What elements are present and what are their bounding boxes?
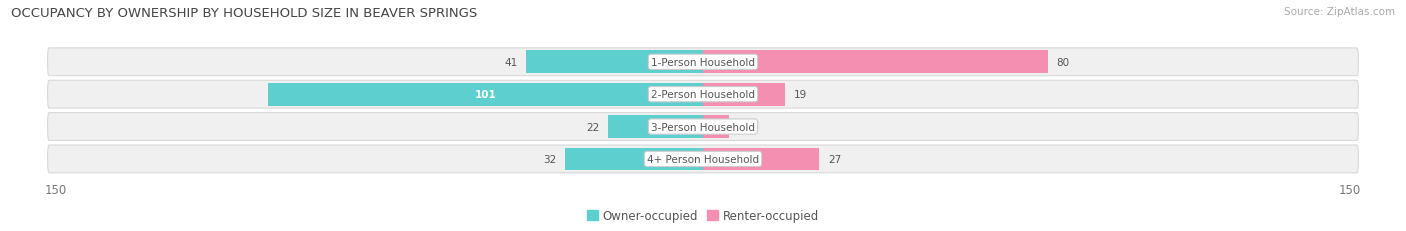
Text: 27: 27	[828, 154, 841, 164]
Text: 2-Person Household: 2-Person Household	[651, 90, 755, 100]
Bar	[703, 83, 785, 106]
Text: 1-Person Household: 1-Person Household	[651, 58, 755, 67]
Text: OCCUPANCY BY OWNERSHIP BY HOUSEHOLD SIZE IN BEAVER SPRINGS: OCCUPANCY BY OWNERSHIP BY HOUSEHOLD SIZE…	[11, 7, 478, 20]
Text: 19: 19	[793, 90, 807, 100]
Bar	[703, 51, 1047, 74]
Bar	[703, 116, 728, 138]
Bar	[526, 51, 703, 74]
Text: 32: 32	[543, 154, 557, 164]
Legend: Owner-occupied, Renter-occupied: Owner-occupied, Renter-occupied	[582, 205, 824, 227]
FancyBboxPatch shape	[48, 145, 1358, 173]
Text: 4+ Person Household: 4+ Person Household	[647, 154, 759, 164]
Text: 80: 80	[1056, 58, 1070, 67]
Bar	[565, 148, 703, 170]
Text: Source: ZipAtlas.com: Source: ZipAtlas.com	[1284, 7, 1395, 17]
Text: 41: 41	[505, 58, 517, 67]
Bar	[267, 83, 703, 106]
Text: 101: 101	[474, 90, 496, 100]
Text: 6: 6	[738, 122, 744, 132]
Text: 22: 22	[586, 122, 599, 132]
FancyBboxPatch shape	[48, 81, 1358, 109]
Bar	[703, 148, 820, 170]
Bar	[609, 116, 703, 138]
FancyBboxPatch shape	[48, 49, 1358, 76]
Text: 3-Person Household: 3-Person Household	[651, 122, 755, 132]
FancyBboxPatch shape	[48, 113, 1358, 141]
